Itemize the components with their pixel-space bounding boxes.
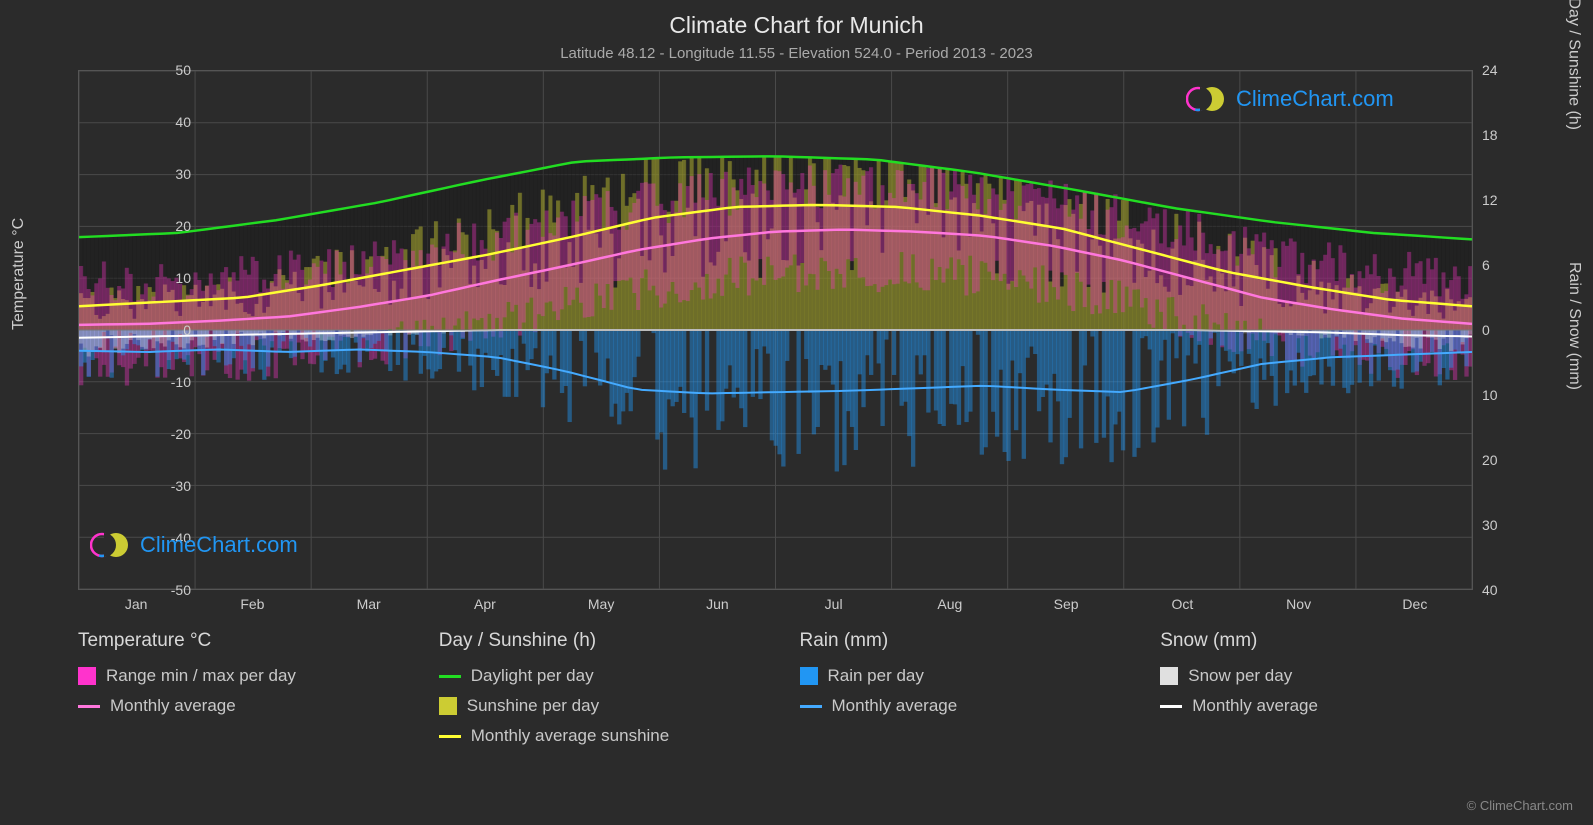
legend-item-sunshine: Sunshine per day xyxy=(439,696,752,716)
y-tick-left: 40 xyxy=(81,114,191,130)
y-tick-left: -20 xyxy=(81,426,191,442)
legend-item-temp-range: Range min / max per day xyxy=(78,666,391,686)
x-tick-month: Nov xyxy=(1286,596,1311,612)
y-tick-left: 30 xyxy=(81,166,191,182)
y-tick-right-hours: 0 xyxy=(1482,322,1490,338)
legend: Temperature °C Range min / max per day M… xyxy=(78,630,1473,746)
legend-heading: Temperature °C xyxy=(78,630,391,652)
legend-item-snow: Snow per day xyxy=(1160,666,1473,686)
x-tick-month: Jan xyxy=(125,596,148,612)
y-tick-right-hours: 6 xyxy=(1482,257,1490,273)
x-tick-month: Oct xyxy=(1171,596,1193,612)
y-tick-right-mm: 30 xyxy=(1482,517,1498,533)
y-tick-left: -10 xyxy=(81,374,191,390)
plot-area xyxy=(78,70,1473,590)
x-tick-month: Jul xyxy=(825,596,843,612)
legend-col-rain: Rain (mm) Rain per day Monthly average xyxy=(800,630,1113,746)
legend-item-daylight: Daylight per day xyxy=(439,666,752,686)
y-tick-left: 50 xyxy=(81,62,191,78)
y-tick-left: 0 xyxy=(81,322,191,338)
watermark-text: ClimeChart.com xyxy=(140,532,298,558)
x-tick-month: Apr xyxy=(474,596,496,612)
x-tick-month: Mar xyxy=(357,596,381,612)
legend-col-temperature: Temperature °C Range min / max per day M… xyxy=(78,630,391,746)
x-tick-month: Sep xyxy=(1054,596,1079,612)
x-tick-month: Aug xyxy=(937,596,962,612)
chart-title: Climate Chart for Munich xyxy=(0,0,1593,39)
y-axis-right-bottom-label: Rain / Snow (mm) xyxy=(1565,262,1583,390)
copyright-text: © ClimeChart.com xyxy=(1467,798,1573,813)
legend-item-snow-avg: Monthly average xyxy=(1160,696,1473,716)
y-tick-right-mm: 20 xyxy=(1482,452,1498,468)
legend-heading: Rain (mm) xyxy=(800,630,1113,652)
y-tick-right-mm: 40 xyxy=(1482,582,1498,598)
legend-heading: Day / Sunshine (h) xyxy=(439,630,752,652)
y-tick-right-hours: 24 xyxy=(1482,62,1498,78)
legend-item-temp-avg: Monthly average xyxy=(78,696,391,716)
x-tick-month: Feb xyxy=(240,596,264,612)
legend-col-snow: Snow (mm) Snow per day Monthly average xyxy=(1160,630,1473,746)
watermark-top: ClimeChart.com xyxy=(1186,84,1394,114)
plot-svg xyxy=(79,71,1472,589)
legend-item-rain: Rain per day xyxy=(800,666,1113,686)
x-tick-month: Dec xyxy=(1402,596,1427,612)
y-tick-left: 10 xyxy=(81,270,191,286)
y-axis-left-label: Temperature °C xyxy=(10,218,28,330)
y-tick-right-mm: 10 xyxy=(1482,387,1498,403)
legend-item-rain-avg: Monthly average xyxy=(800,696,1113,716)
x-tick-month: Jun xyxy=(706,596,729,612)
legend-col-sunshine: Day / Sunshine (h) Daylight per day Suns… xyxy=(439,630,752,746)
chart-subtitle: Latitude 48.12 - Longitude 11.55 - Eleva… xyxy=(0,39,1593,62)
y-tick-right-hours: 18 xyxy=(1482,127,1498,143)
x-tick-month: May xyxy=(588,596,614,612)
watermark-bottom: ClimeChart.com xyxy=(90,530,298,560)
legend-item-sunshine-avg: Monthly average sunshine xyxy=(439,726,752,746)
y-tick-left: -30 xyxy=(81,478,191,494)
y-tick-right-hours: 12 xyxy=(1482,192,1498,208)
legend-heading: Snow (mm) xyxy=(1160,630,1473,652)
watermark-text: ClimeChart.com xyxy=(1236,86,1394,112)
y-tick-left: 20 xyxy=(81,218,191,234)
y-axis-right-top-label: Day / Sunshine (h) xyxy=(1565,0,1583,130)
